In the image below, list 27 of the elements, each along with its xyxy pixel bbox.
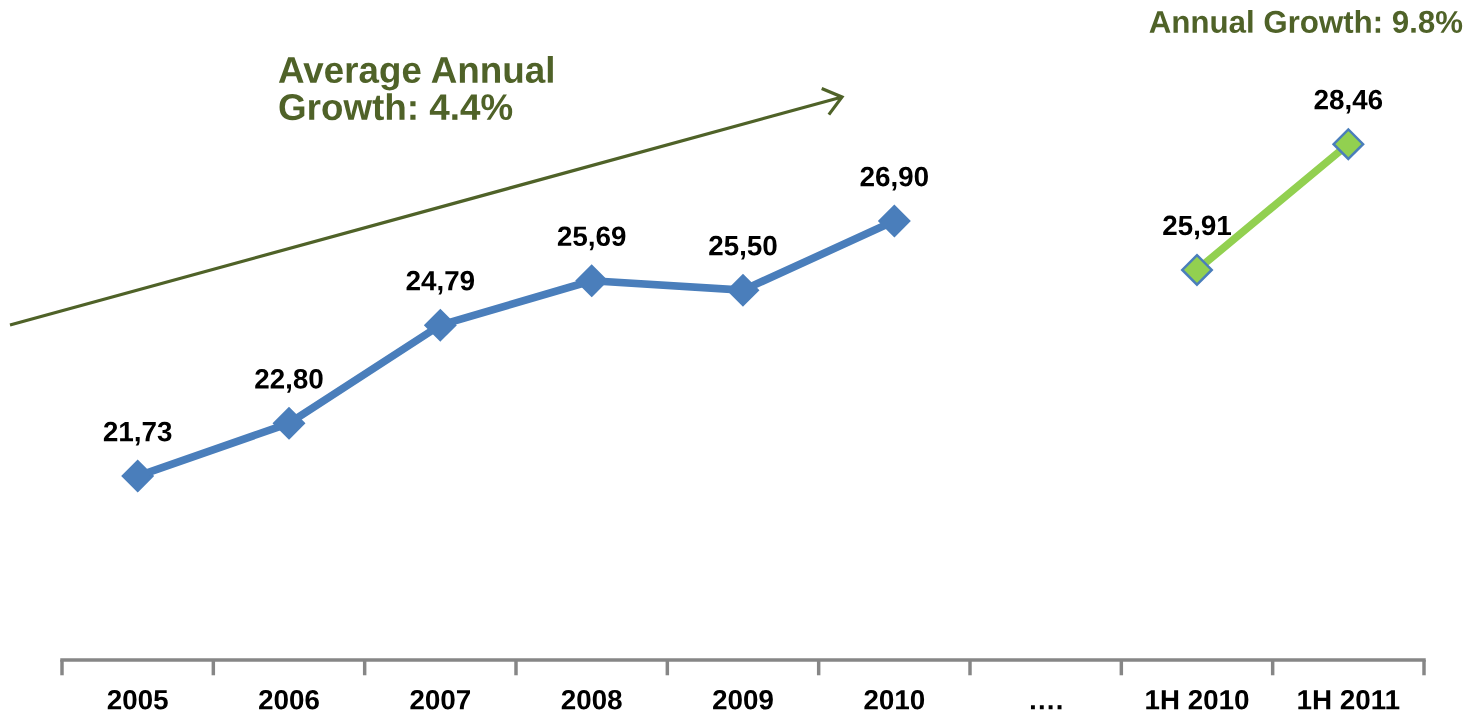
data-label: 24,79 xyxy=(406,270,475,295)
x-tick-label: 1H 2011 xyxy=(1298,689,1400,710)
text: Annual Growth: 9.8% xyxy=(1149,10,1463,33)
point xyxy=(121,460,154,493)
data-label: 25,50 xyxy=(709,235,777,260)
text: Average Annual Growth: 4.4% xyxy=(278,56,553,121)
data-label: 21,73 xyxy=(103,421,172,446)
x-tick-label: …. xyxy=(1030,705,1062,710)
x-tick-label: 2010 xyxy=(864,689,925,710)
point xyxy=(424,309,457,342)
point xyxy=(727,274,759,307)
data-label: 28,46 xyxy=(1314,89,1383,114)
point xyxy=(878,205,911,238)
data-label: 22,80 xyxy=(255,368,323,393)
x-tick-label: 2006 xyxy=(259,689,319,710)
x-tick-label: 1H 2010 xyxy=(1146,689,1249,710)
data-label: 25,91 xyxy=(1163,215,1231,240)
data-label: 26,90 xyxy=(860,166,928,191)
point xyxy=(575,264,608,297)
point xyxy=(273,407,305,440)
x-tick-label: 2009 xyxy=(713,689,773,710)
point xyxy=(1181,253,1213,286)
data-label: 25,69 xyxy=(557,226,626,251)
x-tick-label: 2007 xyxy=(410,689,471,710)
point xyxy=(1332,128,1365,161)
x-tick-label: 2005 xyxy=(107,689,168,710)
x-tick-label: 2008 xyxy=(561,689,622,710)
